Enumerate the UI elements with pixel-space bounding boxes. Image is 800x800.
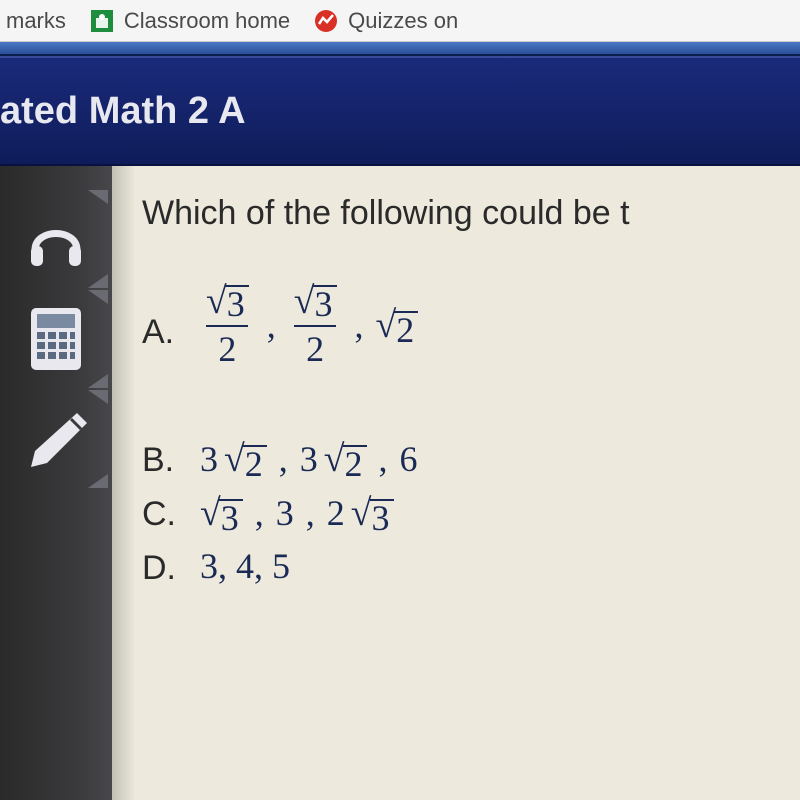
pen-icon	[21, 407, 91, 471]
answer-label-c: C.	[142, 491, 182, 534]
calculator-icon	[27, 306, 85, 372]
answer-label-b: B.	[142, 437, 182, 480]
bookmark-label: Quizzes on	[348, 8, 458, 34]
sidebar-pen[interactable]	[14, 402, 98, 476]
answer-c[interactable]: C. √3 , 3 , 2√3	[142, 491, 770, 535]
course-title: ated Math 2 A	[0, 90, 246, 133]
content-area: Which of the following could be t A. √3 …	[112, 166, 800, 800]
main-area: Which of the following could be t A. √3 …	[0, 166, 800, 800]
bookmark-classroom-home[interactable]: Classroom home	[90, 8, 290, 34]
answer-d[interactable]: D. 3, 4, 5	[142, 545, 770, 588]
course-banner: ated Math 2 A	[0, 56, 800, 166]
sidebar-calculator[interactable]	[14, 302, 98, 376]
bookmark-marks[interactable]: marks	[6, 8, 66, 34]
answer-d-math: 3, 4, 5	[200, 545, 290, 587]
answer-b-math: 3√2 , 3√2 , 6	[200, 437, 418, 481]
answer-b[interactable]: B. 3√2 , 3√2 , 6	[142, 437, 770, 481]
question-prompt: Which of the following could be t	[142, 194, 770, 233]
sidebar-headphones[interactable]	[14, 202, 98, 276]
sidebar	[0, 166, 112, 800]
bookmark-label: Classroom home	[124, 8, 290, 34]
bookmark-quizzes[interactable]: Quizzes on	[314, 8, 458, 34]
quizzes-icon	[314, 9, 338, 33]
divider	[0, 42, 800, 56]
answer-a[interactable]: A. √3 2 , √3 2 , √2	[142, 283, 770, 367]
answer-c-math: √3 , 3 , 2√3	[200, 491, 394, 535]
bookmarks-bar: marks Classroom home Quizzes on	[0, 0, 800, 42]
answer-a-math: √3 2 , √3 2 , √2	[200, 283, 418, 367]
answer-label-d: D.	[142, 545, 182, 588]
classroom-icon	[90, 9, 114, 33]
answer-label-a: A.	[142, 283, 182, 352]
headphones-icon	[25, 210, 87, 268]
bookmark-label: marks	[6, 8, 66, 34]
